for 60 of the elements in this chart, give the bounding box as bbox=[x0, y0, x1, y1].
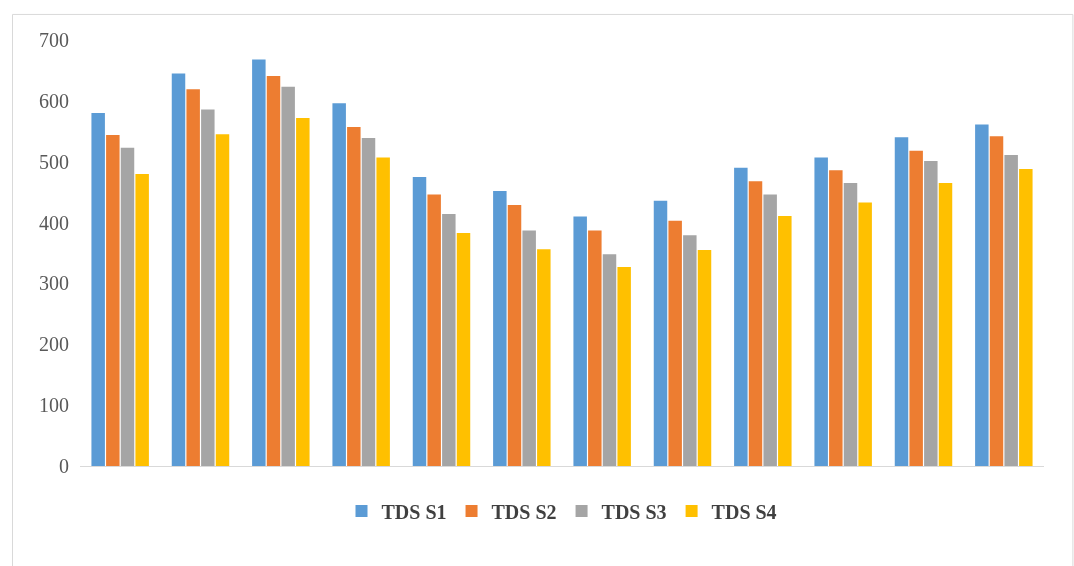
legend-label: TDS S4 bbox=[711, 500, 777, 523]
bar bbox=[522, 230, 536, 466]
bar bbox=[909, 150, 923, 466]
bar bbox=[201, 109, 215, 466]
bar bbox=[493, 190, 507, 466]
bar bbox=[215, 134, 230, 466]
bar bbox=[989, 136, 1004, 466]
bar bbox=[697, 249, 712, 466]
bar bbox=[668, 220, 682, 466]
y-tick-label: 200 bbox=[39, 333, 69, 356]
bar bbox=[894, 137, 909, 466]
bar bbox=[843, 183, 858, 466]
bar bbox=[507, 204, 522, 466]
bar bbox=[734, 167, 748, 466]
legend-label: TDS S2 bbox=[491, 500, 557, 523]
bar bbox=[778, 215, 792, 466]
bar bbox=[347, 127, 361, 466]
bar bbox=[332, 103, 346, 466]
bar bbox=[106, 134, 120, 466]
bar bbox=[91, 113, 105, 466]
bar bbox=[602, 254, 617, 466]
bar bbox=[763, 194, 777, 466]
y-tick-label: 100 bbox=[39, 394, 69, 417]
y-tick-label: 500 bbox=[39, 150, 69, 173]
bar bbox=[858, 202, 872, 466]
bar bbox=[281, 86, 295, 466]
bar bbox=[829, 170, 843, 466]
bar bbox=[814, 157, 828, 466]
bar bbox=[537, 249, 551, 466]
bar bbox=[975, 124, 989, 466]
bar bbox=[938, 183, 953, 466]
bar bbox=[296, 117, 310, 466]
bar bbox=[135, 173, 149, 466]
bar bbox=[1019, 169, 1033, 466]
bar bbox=[171, 73, 186, 466]
bar bbox=[1004, 155, 1018, 466]
bar bbox=[427, 194, 441, 466]
y-tick-label: 700 bbox=[39, 29, 69, 51]
bar bbox=[748, 181, 763, 466]
bar bbox=[412, 176, 427, 466]
bar bbox=[924, 161, 938, 466]
y-tick-label: 300 bbox=[39, 272, 69, 295]
bar bbox=[617, 267, 631, 466]
bar bbox=[573, 216, 587, 466]
bar bbox=[588, 230, 602, 466]
bar bbox=[120, 147, 135, 466]
bar bbox=[442, 214, 456, 466]
bar bbox=[266, 75, 281, 466]
y-tick-label: 600 bbox=[39, 89, 69, 112]
bar bbox=[361, 137, 376, 466]
bar bbox=[186, 89, 200, 466]
bar bbox=[252, 59, 266, 466]
bar bbox=[376, 157, 390, 466]
legend-label: TDS S3 bbox=[601, 500, 667, 523]
legend-label: TDS S1 bbox=[381, 500, 447, 523]
y-tick-label: 400 bbox=[39, 211, 69, 234]
bar bbox=[683, 235, 697, 466]
y-tick-label: 0 bbox=[59, 455, 69, 477]
bar bbox=[456, 232, 471, 466]
bar bbox=[653, 200, 668, 466]
